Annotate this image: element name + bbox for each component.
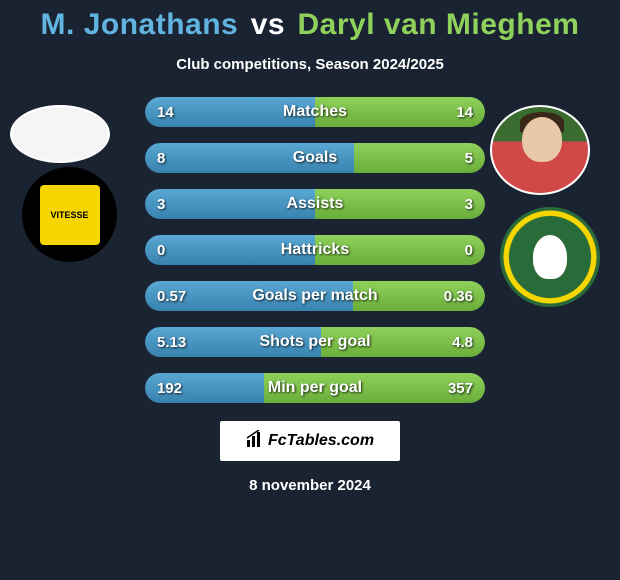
stat-value-left: 5.13 xyxy=(157,327,186,357)
comparison-card: M. Jonathans vs Daryl van Mieghem Club c… xyxy=(0,0,620,580)
stat-row: Min per goal192 357 xyxy=(145,373,485,403)
stat-row: Hattricks0 0 xyxy=(145,235,485,265)
stat-value-right: 4.8 xyxy=(452,327,473,357)
stat-value-left: 3 xyxy=(157,189,165,219)
player1-name: M. Jonathans xyxy=(41,8,239,41)
stat-label: Hattricks xyxy=(145,235,485,265)
logo-text: FcTables.com xyxy=(268,432,374,450)
badge-bird-icon xyxy=(533,235,567,279)
vs-label: vs xyxy=(251,8,285,41)
stat-value-right: 14 xyxy=(456,97,473,127)
stat-value-right: 357 xyxy=(448,373,473,403)
player2-club-badge xyxy=(500,207,600,307)
player1-avatar xyxy=(10,105,110,163)
stat-value-right: 0.36 xyxy=(444,281,473,311)
avatar-face xyxy=(522,117,562,162)
player2-avatar xyxy=(490,105,590,195)
stat-row: Matches14 14 xyxy=(145,97,485,127)
stat-value-left: 0.57 xyxy=(157,281,186,311)
stat-row: Goals per match0.57 0.36 xyxy=(145,281,485,311)
stat-label: Goals per match xyxy=(145,281,485,311)
footer-date: 8 november 2024 xyxy=(0,477,620,494)
chart-icon xyxy=(246,430,264,453)
subtitle: Club competitions, Season 2024/2025 xyxy=(0,56,620,73)
stat-value-left: 14 xyxy=(157,97,174,127)
stat-label: Matches xyxy=(145,97,485,127)
stat-rows: Matches14 14 Goals8 5 Assists3 3 Hattricks0 0 Go… xyxy=(145,97,485,403)
player2-name: Daryl van Mieghem xyxy=(298,8,580,41)
player1-club-badge: VITESSE xyxy=(22,167,117,262)
stat-value-left: 0 xyxy=(157,235,165,265)
stat-label: Assists xyxy=(145,189,485,219)
stat-label: Shots per goal xyxy=(145,327,485,357)
stat-label: Min per goal xyxy=(145,373,485,403)
stat-value-left: 192 xyxy=(157,373,182,403)
stat-value-right: 0 xyxy=(465,235,473,265)
stat-value-right: 3 xyxy=(465,189,473,219)
fctables-logo: FcTables.com xyxy=(220,421,400,461)
stat-value-right: 5 xyxy=(465,143,473,173)
player1-club-name: VITESSE xyxy=(40,185,100,245)
stat-value-left: 8 xyxy=(157,143,165,173)
stat-row: Assists3 3 xyxy=(145,189,485,219)
stat-row: Goals8 5 xyxy=(145,143,485,173)
title-row: M. Jonathans vs Daryl van Mieghem xyxy=(0,0,620,42)
stat-label: Goals xyxy=(145,143,485,173)
stat-row: Shots per goal5.13 4.8 xyxy=(145,327,485,357)
stats-area: VITESSE Matches14 14 Goals8 5 Assists3 3 Hattr… xyxy=(0,97,620,403)
